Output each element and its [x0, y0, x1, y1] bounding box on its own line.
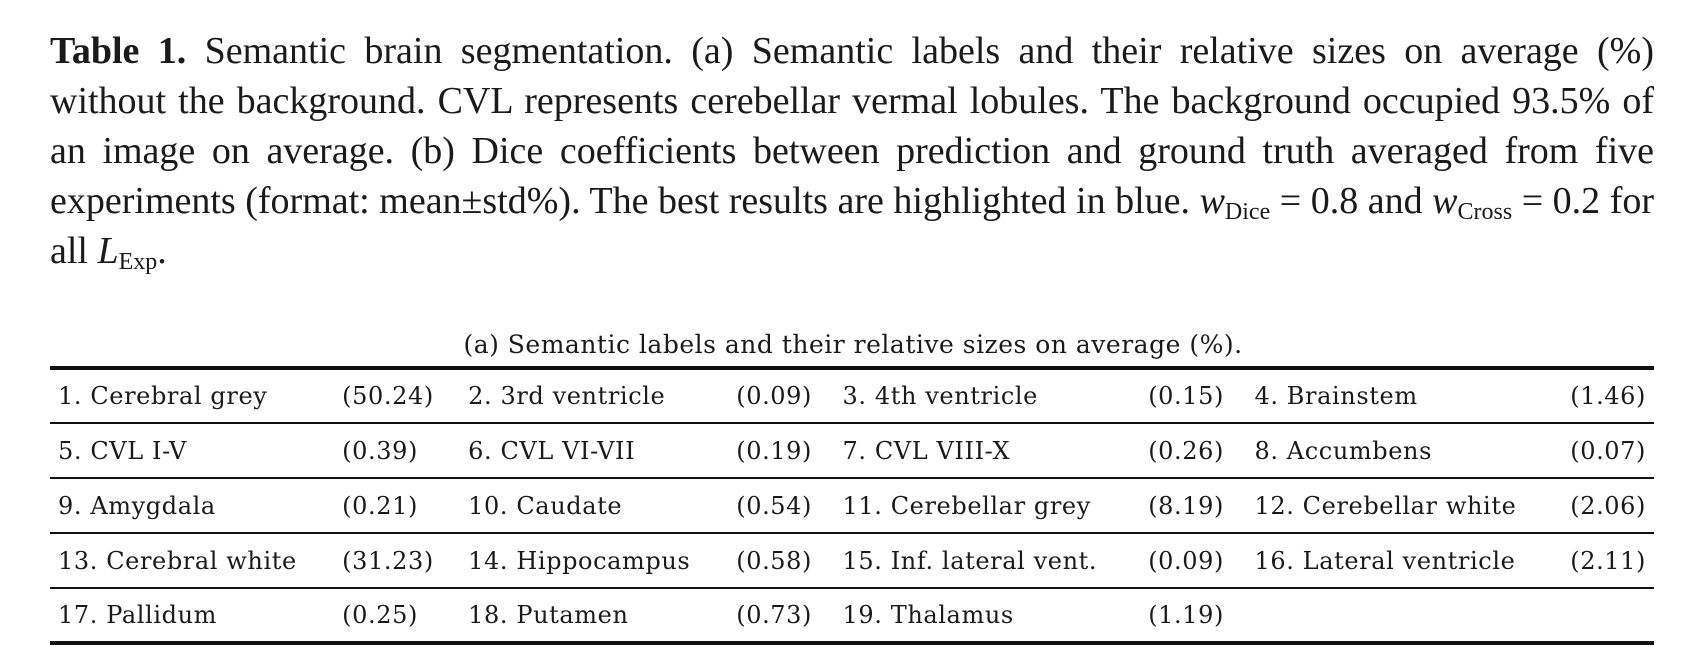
w-cross-symbol: w	[1432, 180, 1458, 222]
label-cell: 9. Amygdala	[58, 491, 216, 520]
size-cell: (1.46)	[1570, 382, 1646, 410]
label-cell: 4. Brainstem	[1254, 382, 1418, 410]
table-row: 5. CVL I-V (0.39) 6. CVL VI-VII (0.19) 7. CV…	[50, 423, 1654, 478]
label-cell: 5. CVL I-V	[58, 436, 187, 465]
label-cell: 11. Cerebellar grey	[842, 491, 1091, 520]
label-cell	[1244, 588, 1566, 643]
size-cell: (0.39)	[342, 436, 418, 465]
label-cell: 6. CVL VI-VII	[468, 436, 636, 465]
caption-text: = 0.2 for all	[50, 180, 1655, 272]
dice-subscript: Dice	[1224, 199, 1271, 225]
label-cell: 17. Pallidum	[58, 601, 217, 629]
caption-text: = 0.8 and	[1270, 180, 1433, 222]
label-cell: 3. 4th ventricle	[842, 382, 1038, 410]
label-cell: 13. Cerebral white	[58, 546, 297, 575]
size-cell: (50.24)	[342, 382, 434, 410]
label-cell: 2. 3rd ventricle	[468, 382, 666, 410]
table-number: Table 1.	[50, 30, 187, 72]
label-cell: 10. Caudate	[468, 491, 623, 520]
label-cell: 12. Cerebellar white	[1254, 491, 1517, 520]
label-cell: 16. Lateral ventricle	[1254, 546, 1516, 575]
subtable-caption: (a) Semantic labels and their relative s…	[463, 330, 1243, 359]
size-cell: (31.23)	[342, 546, 434, 575]
label-cell: 19. Thalamus	[842, 601, 1014, 629]
size-cell: (0.09)	[736, 382, 813, 410]
size-cell: (2.11)	[1570, 546, 1646, 575]
l-exp-symbol: L	[97, 230, 119, 272]
exp-subscript: Exp	[118, 249, 158, 275]
size-cell	[1566, 588, 1654, 643]
table-row: 9. Amygdala (0.21) 10. Caudate (0.54) 11. Ce…	[50, 478, 1654, 533]
label-cell: 7. CVL VIII-X	[842, 436, 1011, 465]
size-cell: (0.07)	[1570, 436, 1646, 465]
w-dice-symbol: w	[1199, 180, 1225, 222]
label-cell: 1. Cerebral grey	[58, 382, 268, 410]
size-cell: (0.19)	[736, 436, 813, 465]
size-cell: (0.25)	[342, 601, 418, 629]
table-row: 13. Cerebral white (31.23) 14. Hippocampus…	[50, 533, 1654, 588]
cross-subscript: Cross	[1457, 199, 1513, 225]
table-row: 1. Cerebral grey (50.24) 2. 3rd ventricle (…	[50, 368, 1654, 423]
semantic-labels-table: 1. Cerebral grey (50.24) 2. 3rd ventricle (…	[50, 366, 1654, 645]
caption-text: Semantic brain segmentation. (a) Semanti…	[50, 30, 1654, 222]
size-cell: (0.09)	[1148, 546, 1224, 575]
size-cell: (2.06)	[1570, 491, 1646, 520]
size-cell: (0.54)	[736, 491, 813, 520]
size-cell: (8.19)	[1148, 491, 1224, 520]
label-cell: 15. Inf. lateral vent.	[842, 546, 1098, 575]
label-cell: 14. Hippocampus	[468, 546, 691, 575]
label-cell: 18. Putamen	[468, 601, 629, 629]
label-cell: 8. Accumbens	[1254, 436, 1432, 465]
size-cell: (0.73)	[736, 601, 813, 629]
size-cell: (0.21)	[342, 491, 418, 520]
labels-table-body: 1. Cerebral grey (50.24) 2. 3rd ventricle (…	[50, 368, 1654, 643]
labels-table-container: 1. Cerebral grey (50.24) 2. 3rd ventricle (…	[50, 366, 1654, 645]
table-row: 17. Pallidum (0.25) 18. Putamen (0.73) 19. T…	[50, 588, 1654, 643]
caption-text: .	[157, 230, 167, 272]
size-cell: (1.19)	[1148, 601, 1224, 629]
size-cell: (0.26)	[1148, 436, 1224, 465]
size-cell: (0.58)	[736, 546, 813, 575]
table-caption: Table 1. Semantic brain segmentation. (a…	[50, 26, 1654, 276]
size-cell: (0.15)	[1148, 382, 1224, 410]
